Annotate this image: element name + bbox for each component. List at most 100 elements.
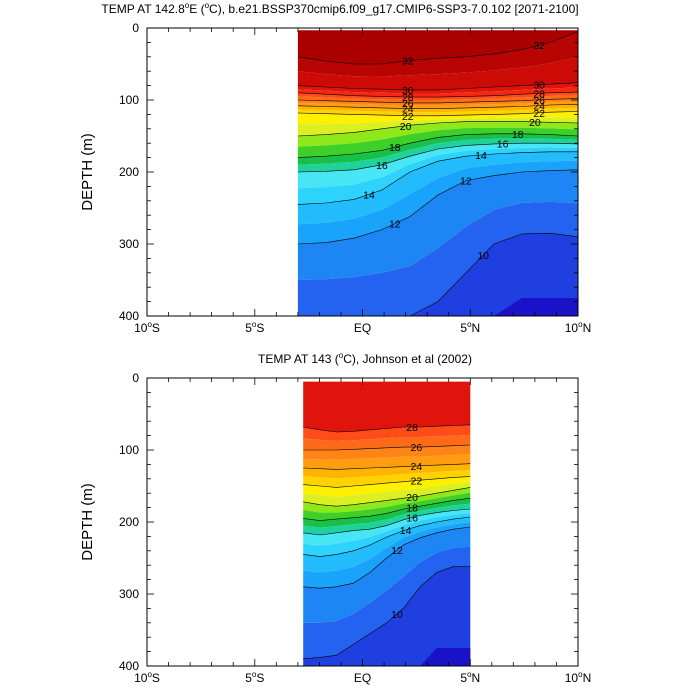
isotherm-line (297, 98, 579, 104)
temp-band (297, 121, 578, 147)
temp-band (297, 133, 578, 165)
temp-band (297, 111, 578, 125)
isotherm-line (303, 476, 471, 488)
isotherm-line (297, 142, 579, 173)
isotherm-label: 28 (533, 88, 545, 100)
isotherm-line (297, 169, 579, 245)
temp-band (297, 151, 578, 225)
isotherm-label: 18 (389, 142, 401, 154)
x-tick-labels: 10oS 5oS EQ 5oN 10oN (134, 670, 591, 685)
panel-title: TEMP AT 142.8oE (oC), b.e21.BSSP370cmip6… (101, 1, 578, 16)
temp-band (303, 503, 471, 535)
x-tick-label: 10oN (565, 320, 591, 335)
isotherm-label: 20 (529, 117, 541, 129)
isotherm-label: 22 (533, 108, 545, 120)
temp-band (303, 492, 471, 521)
temp-band (297, 117, 578, 136)
isotherm-line (303, 424, 471, 433)
temp-band (297, 138, 578, 172)
isotherm-label: 26 (533, 95, 545, 107)
temp-band (303, 513, 471, 557)
isotherm-label: 10 (477, 250, 489, 262)
isotherm-label: 24 (402, 104, 414, 116)
y-tick-label: 0 (132, 371, 139, 385)
isotherm-label: 14 (475, 150, 487, 162)
temp-band (303, 463, 471, 479)
y-tick-label: 400 (119, 659, 139, 673)
temp-band (303, 527, 471, 623)
isotherm-label: 22 (411, 476, 423, 488)
y-tick-label: 100 (119, 93, 139, 107)
isotherm-label: 16 (497, 139, 509, 151)
isotherm-label: 26 (411, 442, 423, 454)
isotherm-label: 30 (533, 80, 545, 92)
isotherm-label: 10 (391, 609, 403, 621)
x-tick-label: 5oS (245, 320, 264, 335)
temp-band (303, 482, 471, 507)
isotherm-label: 32 (533, 40, 545, 52)
isotherm-line (297, 82, 579, 91)
isotherm-line (303, 487, 471, 507)
isotherm-line (303, 463, 471, 470)
isotherm-label: 28 (402, 92, 414, 104)
temp-band (297, 143, 578, 189)
x-tick-label: EQ (354, 321, 371, 335)
isotherm-label: 24 (411, 461, 423, 473)
temp-band (303, 454, 471, 470)
temp-band (303, 509, 471, 546)
temp-band (303, 434, 471, 450)
x-tick-label: 10oS (134, 320, 160, 335)
x-tick-label: 10oS (134, 670, 160, 685)
isotherm-label: 16 (406, 513, 418, 525)
x-tick-label: 5oN (460, 670, 480, 685)
temp-band (303, 424, 471, 441)
axis-ticks (146, 377, 579, 667)
y-tick-labels: 0 100 200 300 400 (119, 371, 139, 673)
temp-band (303, 381, 471, 432)
panel-observation: TEMP AT 143 (oC), Johnson et al (2002) 2… (79, 351, 591, 685)
temp-band (303, 522, 471, 589)
temp-band (303, 445, 471, 460)
isotherm-lines (303, 424, 471, 660)
temp-band (297, 147, 578, 205)
y-tick-label: 100 (119, 443, 139, 457)
axis-ticks (146, 27, 579, 317)
isotherm-line (297, 121, 579, 137)
isotherm-label: 18 (406, 503, 418, 515)
isotherm-line (303, 508, 471, 536)
x-tick-label: 5oS (245, 670, 264, 685)
x-tick-label: EQ (354, 671, 371, 685)
panel-title: TEMP AT 143 (oC), Johnson et al (2002) (258, 351, 472, 366)
isotherm-line (297, 91, 579, 98)
x-tick-label: 5oN (460, 320, 480, 335)
contour-field (303, 381, 471, 666)
isotherm-label: 14 (363, 189, 375, 201)
temp-band (303, 566, 471, 666)
isotherm-line (297, 133, 579, 158)
isotherm-label: 12 (389, 219, 401, 231)
isotherm-line (297, 104, 579, 109)
temp-band (297, 104, 578, 113)
temp-band (297, 127, 578, 158)
y-tick-label: 0 (132, 21, 139, 35)
temp-band (303, 517, 471, 573)
isotherm-label: 22 (402, 111, 414, 123)
isotherm-label: 30 (402, 85, 414, 97)
isotherm-line (303, 526, 471, 589)
isotherm-label: 12 (391, 545, 403, 557)
isotherm-label: 32 (402, 56, 414, 68)
isotherm-label: 18 (512, 129, 524, 141)
temp-band (303, 498, 471, 528)
temp-band (303, 546, 471, 659)
y-tick-label: 300 (119, 587, 139, 601)
isotherm-label: 14 (400, 525, 412, 537)
y-tick-label: 200 (119, 515, 139, 529)
isotherm-line (297, 31, 579, 65)
temp-band (303, 487, 471, 513)
isotherm-label: 16 (376, 160, 388, 172)
temp-band (297, 31, 578, 77)
isotherm-label: 26 (402, 98, 414, 110)
isotherm-lines (297, 31, 579, 317)
x-tick-label: 10oN (565, 670, 591, 685)
